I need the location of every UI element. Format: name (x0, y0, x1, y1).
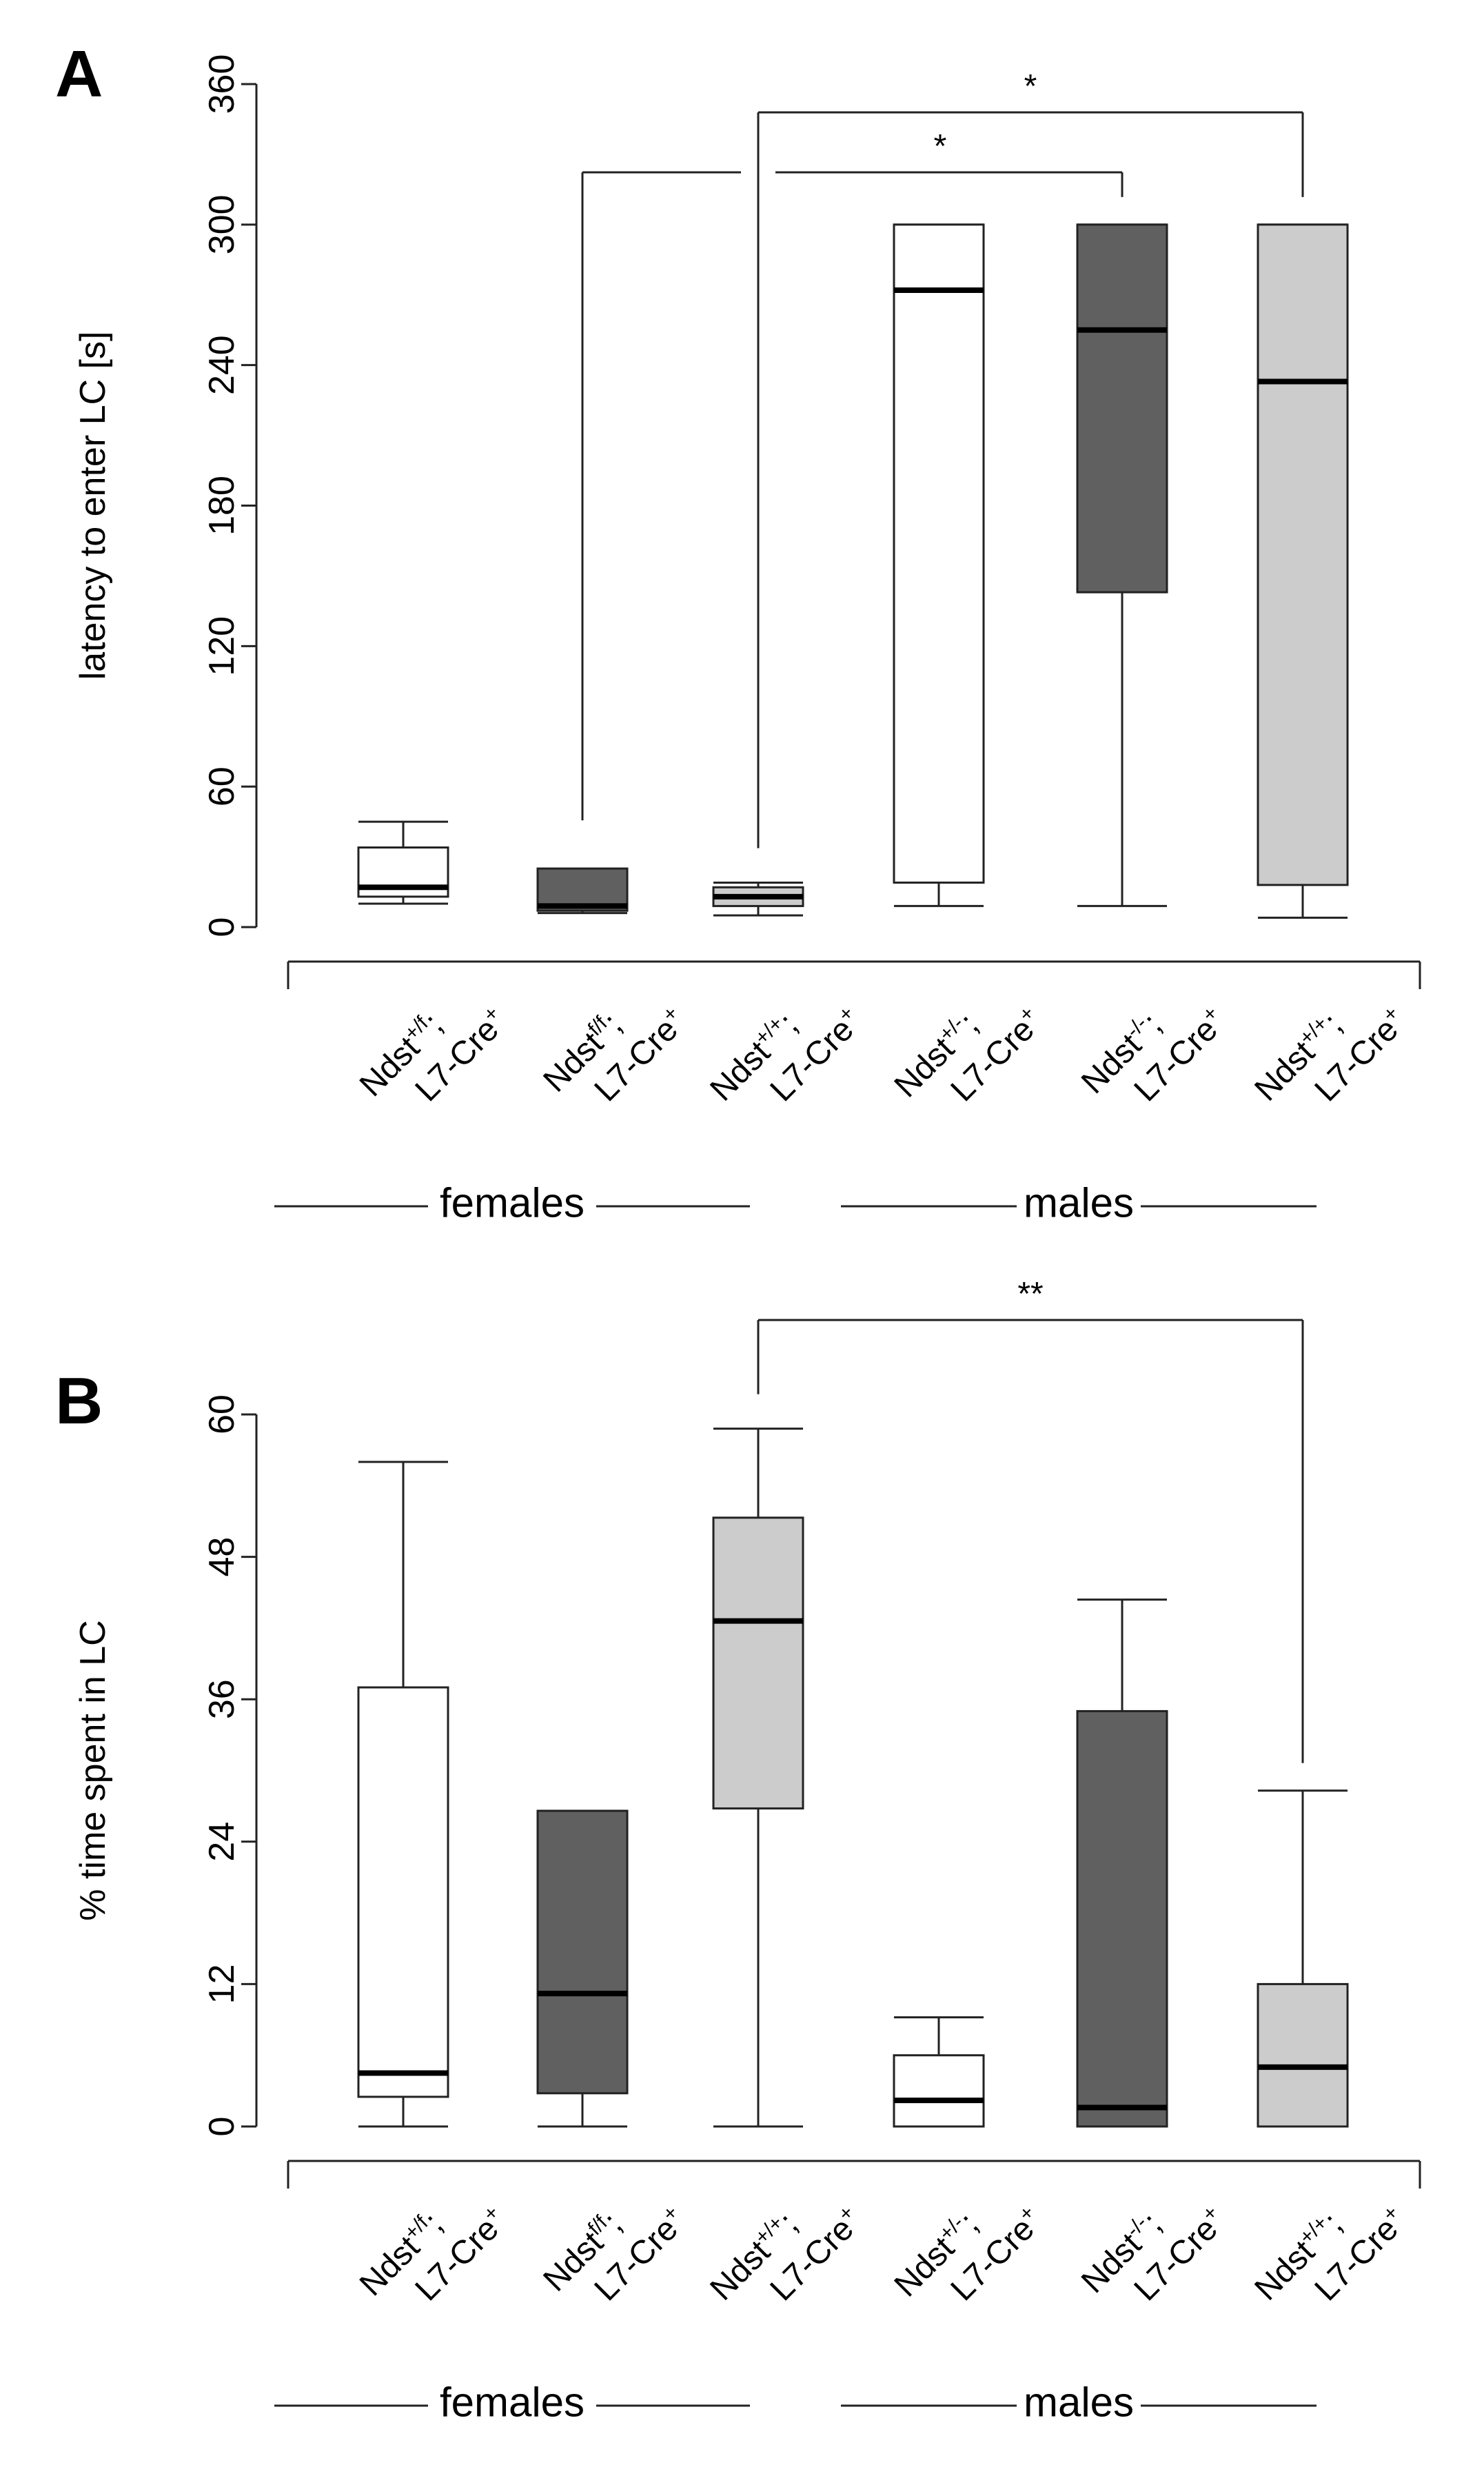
box-plot-6 (1257, 223, 1349, 919)
box-plot-1 (357, 820, 449, 905)
group-label-text: males (1024, 1180, 1134, 1226)
y-tick-label: 48 (202, 1537, 242, 1577)
category-label: Ndst-/-;L7-Cre+ (1075, 1002, 1225, 1108)
category-label: Ndst-/-;L7-Cre+ (1075, 2201, 1225, 2308)
category-label: Ndst+/f;L7-Cre+ (353, 1002, 506, 1108)
significance-label: ** (1017, 1276, 1043, 1312)
y-tick-label: 300 (202, 194, 242, 254)
category-label: Ndst+/+;L7-Cre+ (703, 1002, 860, 1108)
box-plot-5 (1076, 1598, 1168, 2128)
category-label: Ndst+/+;L7-Cre+ (1248, 1002, 1405, 1108)
category-label: Ndst+/f;L7-Cre+ (353, 2201, 506, 2308)
y-tick-label: 240 (202, 335, 242, 395)
y-tick-label: 36 (202, 1679, 242, 1719)
box-iqr (893, 223, 985, 884)
box-iqr (1257, 223, 1349, 886)
group-label-females: females (274, 1180, 750, 1226)
box-plot-2 (536, 1809, 629, 2128)
box-iqr (1076, 1709, 1168, 2128)
bracket-connector (581, 171, 741, 821)
y-tick-label: 24 (202, 1822, 242, 1862)
y-tick-label: 360 (202, 54, 242, 114)
group-label-text: females (440, 2379, 585, 2426)
panel-letter: A (55, 37, 103, 111)
box-plot-6 (1257, 1789, 1349, 2128)
group-label-females: females (274, 2379, 750, 2426)
box-plot-3 (712, 1428, 804, 2128)
significance-label: * (934, 128, 947, 165)
panel-a: A 0 60 120 180 240 300 360 latency to enter LC [… (55, 37, 1421, 1226)
y-tick-label: 180 (202, 476, 242, 536)
panel-b: B 0 12 24 36 48 60 % time spent in LC ** Ndst+/f;… (55, 1276, 1421, 2426)
group-label-males: males (841, 1180, 1317, 1226)
box-iqr (1076, 223, 1168, 593)
category-label: Ndst+/-;L7-Cre+ (888, 2201, 1041, 2308)
y-tick-label: 0 (202, 2117, 242, 2137)
group-label-text: females (440, 1180, 585, 1226)
box-plot-3 (712, 881, 804, 917)
group-label-text: males (1024, 2379, 1134, 2426)
y-tick-label: 12 (202, 1964, 242, 2004)
category-label: Ndstf/f;L7-Cre+ (536, 2201, 684, 2308)
y-tick-label: 0 (202, 917, 242, 937)
y-tick-label: 60 (202, 767, 242, 806)
category-label: Ndst+/+;L7-Cre+ (1248, 2201, 1405, 2308)
box-iqr (893, 2054, 985, 2128)
box-plot-4 (893, 223, 985, 907)
box-plot-2 (536, 867, 629, 915)
significance-bracket: * (757, 68, 1304, 849)
box-plot-1 (357, 1461, 449, 2128)
y-tick-label: 60 (202, 1394, 242, 1434)
box-iqr (357, 1686, 449, 2098)
box-plot-4 (893, 2016, 985, 2128)
box-plot-5 (1076, 223, 1168, 907)
category-label: Ndst+/-;L7-Cre+ (888, 1002, 1041, 1108)
y-axis-label: % time spent in LC (73, 1620, 113, 1920)
box-iqr (712, 1516, 804, 1810)
box-iqr (536, 1809, 629, 2095)
box-iqr (1257, 1982, 1349, 2128)
group-label-males: males (841, 2379, 1317, 2426)
y-axis-label: latency to enter LC [s] (73, 332, 113, 680)
y-tick-label: 120 (202, 616, 242, 676)
panel-letter: B (55, 1364, 103, 1438)
significance-label: * (1024, 68, 1037, 105)
category-label: Ndst+/+;L7-Cre+ (703, 2201, 860, 2308)
category-label: Ndstf/f;L7-Cre+ (536, 1002, 684, 1108)
significance-bracket: * (775, 128, 1124, 197)
significance-bracket: ** (757, 1276, 1304, 1763)
